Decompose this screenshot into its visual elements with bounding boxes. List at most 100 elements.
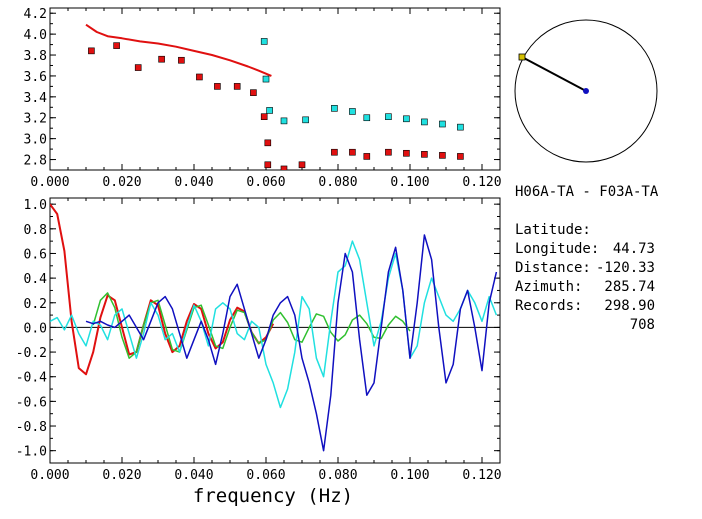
red-data-point [264, 139, 272, 147]
x-tick-label: 0.020 [102, 175, 141, 190]
red-series-line [85, 23, 272, 77]
red-data-point [88, 47, 95, 55]
cyan-data-point [266, 107, 273, 114]
y-tick-label: 3.2 [24, 112, 47, 127]
map-circle [514, 19, 658, 163]
longitude-value: -120.33 [595, 260, 655, 276]
plot-frame [49, 197, 501, 464]
x-tick-label: 0.020 [102, 468, 141, 483]
info-row-azimuth: Azimuth: 298.90 [515, 259, 695, 314]
y-tick-label: -0.6 [16, 395, 47, 410]
red-data-point [349, 148, 356, 156]
red-data-point [178, 56, 185, 64]
red-data-point [421, 151, 428, 158]
green-series-line [92, 292, 411, 359]
red-data-point [214, 83, 221, 90]
y-tick-label: -0.4 [16, 371, 47, 386]
azimuth-label: Azimuth: [515, 279, 583, 295]
cyan-data-point [439, 120, 446, 128]
red-data-point [280, 165, 288, 170]
plot-area [50, 203, 498, 452]
x-tick-label: 0.000 [30, 175, 69, 190]
azimuth-map [514, 19, 658, 163]
red-series-line [50, 203, 275, 376]
longitude-label: Longitude: [515, 241, 600, 257]
red-data-point [196, 73, 203, 81]
y-tick-label: 0.6 [24, 247, 47, 262]
info-row-latitude: Latitude: 44.73 [515, 202, 695, 257]
x-tick-label: 0.100 [390, 468, 429, 483]
y-tick-label: 2.8 [24, 154, 47, 169]
blue-series-line [85, 234, 498, 452]
y-tick-label: -0.2 [16, 346, 47, 361]
x-tick-label: 0.060 [246, 468, 285, 483]
plot-frame [49, 7, 501, 171]
x-tick-label: 0.100 [390, 175, 429, 190]
y-tick-label: 0.4 [24, 272, 48, 287]
x-tick-label: 0.080 [318, 468, 357, 483]
red-data-point [134, 64, 142, 71]
info-row-longitude: Longitude: -120.33 [515, 221, 695, 276]
x-tick-label: 0.120 [462, 175, 501, 190]
red-data-point [457, 153, 464, 160]
x-tick-label: 0.060 [246, 175, 285, 190]
correlation-chart: 0.000 0.020 0.040 0.060 0.080 0.100 0.120 1.0 0.… [16, 197, 502, 483]
latitude-label: Latitude: [515, 222, 591, 238]
x-tick-label: 0.040 [174, 175, 213, 190]
cyan-data-point [385, 113, 392, 120]
y-tick-label: 0.0 [24, 321, 47, 336]
center-marker [583, 88, 589, 94]
red-data-point [331, 148, 338, 156]
red-data-point [113, 42, 120, 49]
latitude-value: 44.73 [612, 241, 655, 257]
cyan-data-point [260, 38, 268, 45]
y-tick-label: 0.2 [24, 297, 47, 312]
y-tick-label: 0.8 [24, 223, 47, 238]
cyan-data-point [280, 117, 288, 125]
red-data-point [158, 55, 165, 63]
y-tick-label: 4.0 [24, 28, 47, 43]
cyan-data-point [403, 115, 410, 123]
red-data-point [260, 113, 268, 120]
red-data-point [264, 161, 272, 169]
cyan-data-point [262, 75, 270, 83]
red-data-point [298, 161, 306, 169]
records-value: 708 [629, 317, 655, 333]
info-row-records: Records: 708 [515, 278, 695, 333]
y-tick-label: 4.2 [24, 7, 47, 22]
azimuth-line [521, 56, 587, 92]
cyan-data-point [457, 123, 464, 131]
records-label: Records: [515, 298, 583, 314]
red-data-point [233, 83, 241, 90]
plot-area [85, 23, 464, 170]
station-marker [518, 53, 526, 61]
y-tick-label: -1.0 [16, 445, 47, 460]
distance-label: Distance: [515, 260, 591, 276]
y-tick-label: -0.8 [16, 420, 47, 435]
info-row-distance: Distance: 285.74 [515, 240, 695, 295]
x-tick-label: 0.120 [462, 468, 501, 483]
cyan-data-point [349, 108, 356, 115]
cyan-data-point [302, 116, 309, 124]
y-tick-label: 1.0 [24, 198, 47, 213]
cyan-data-point [331, 105, 338, 112]
red-data-point [385, 148, 392, 156]
cyan-data-point [421, 118, 428, 126]
red-data-point [250, 89, 257, 96]
velocity-chart: 0.000 0.020 0.040 0.060 0.080 0.100 0.120 2.8 3.… [24, 7, 502, 190]
cyan-data-point [363, 114, 371, 122]
red-data-point [403, 149, 410, 157]
station-pair-title: H06A-TA - F03A-TA [515, 184, 659, 200]
azimuth-value: 298.90 [604, 298, 655, 314]
cyan-series-line [50, 240, 498, 409]
distance-value: 285.74 [604, 279, 655, 295]
red-data-point [439, 152, 446, 159]
y-tick-label: 3.0 [24, 133, 47, 148]
y-tick-label: 3.4 [24, 91, 48, 106]
x-tick-label: 0.000 [30, 468, 69, 483]
y-tick-label: 3.6 [24, 70, 47, 85]
x-tick-label: 0.040 [174, 468, 213, 483]
x-axis-title: frequency (Hz) [193, 485, 353, 507]
y-tick-label: 3.8 [24, 49, 47, 64]
